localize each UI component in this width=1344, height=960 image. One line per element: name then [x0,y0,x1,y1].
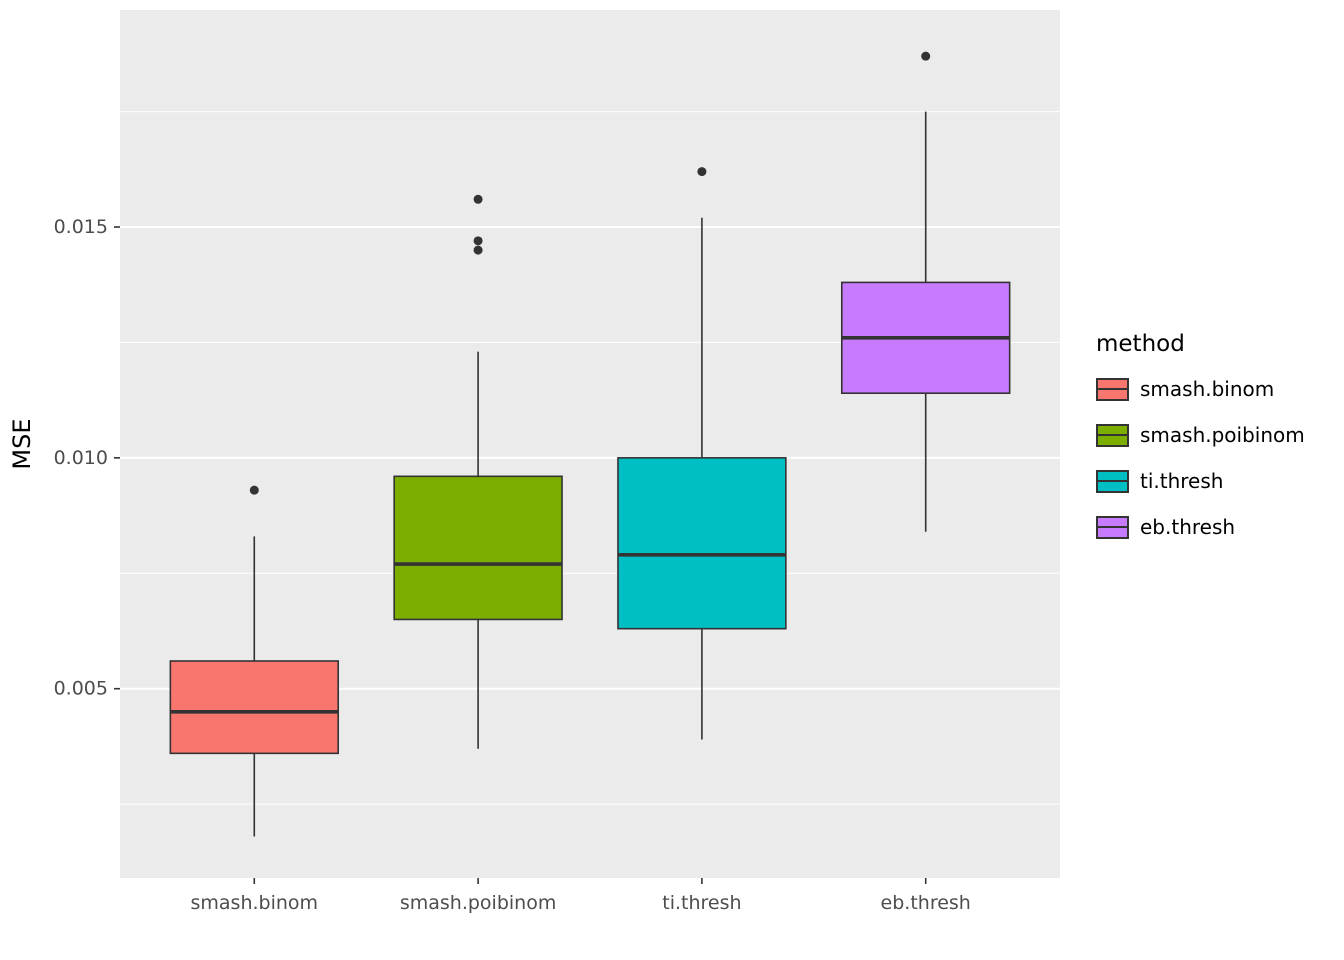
legend: method smash.binom smash.poibinom ti.thres… [1096,331,1305,557]
box-eb.thresh [840,51,1011,532]
legend-label: ti.thresh [1140,469,1224,493]
legend-key-boxplot-icon [1096,377,1129,401]
outlier-point [921,51,931,61]
x-tick-label: eb.thresh [881,892,971,914]
legend-key-boxplot-icon [1096,469,1129,493]
iqr-box [169,660,340,755]
legend-item-ti.thresh: ti.thresh [1096,465,1305,497]
legend-item-smash.poibinom: smash.poibinom [1096,419,1305,451]
legend-label: smash.poibinom [1140,423,1305,447]
x-tick-label: ti.thresh [662,892,741,914]
y-tick-label: 0.015 [54,216,108,238]
legend-item-smash.binom: smash.binom [1096,373,1305,405]
legend-key-median-line [1098,434,1127,436]
outlier-point [249,485,259,495]
outlier-point [697,167,707,177]
y-axis-title: MSE [8,418,36,469]
legend-key-median-line [1098,526,1127,528]
box-smash.binom [169,485,340,837]
legend-key-boxplot-icon [1096,423,1129,447]
box-ti.thresh [617,167,787,740]
legend-key-boxplot-icon [1096,515,1129,539]
iqr-box [393,475,563,621]
x-tick-label: smash.binom [191,892,319,914]
legend-key-median-line [1098,480,1127,482]
legend-title: method [1096,331,1185,357]
legend-key-median-line [1098,388,1127,390]
outlier-point [473,194,483,204]
x-tick-label: smash.poibinom [400,892,557,914]
y-tick-label: 0.005 [54,678,108,700]
box-smash.poibinom [393,194,563,749]
legend-label: eb.thresh [1140,515,1236,539]
outlier-point [473,236,483,246]
iqr-box [617,457,787,630]
legend-item-eb.thresh: eb.thresh [1096,511,1305,543]
legend-label: smash.binom [1140,377,1275,401]
y-tick-label: 0.010 [54,447,108,469]
legend-items: smash.binom smash.poibinom ti.thresh eb.thr… [1096,373,1305,543]
outlier-point [473,245,483,255]
